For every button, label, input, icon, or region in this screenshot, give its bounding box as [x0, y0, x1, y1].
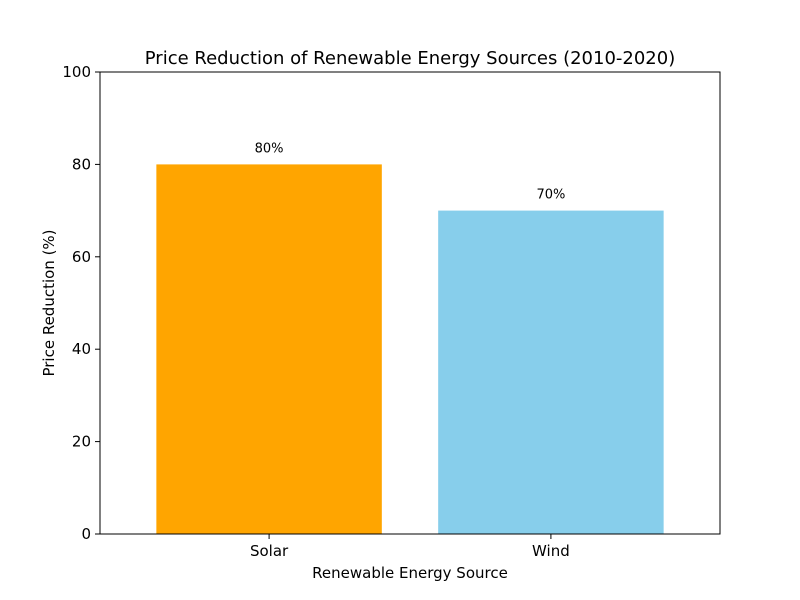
x-axis-label: Renewable Energy Source — [312, 564, 508, 582]
y-tick-label: 60 — [72, 248, 91, 266]
bar-solar — [156, 164, 382, 534]
y-axis: 0 20 40 60 80 100 — [62, 63, 100, 543]
data-label-wind: 70% — [536, 188, 565, 203]
x-axis: Solar Wind — [250, 534, 570, 560]
chart-title: Price Reduction of Renewable Energy Sour… — [145, 48, 675, 69]
y-tick-label: 20 — [72, 433, 91, 451]
bars-group — [156, 164, 664, 534]
y-tick-label: 80 — [72, 155, 91, 173]
x-tick-label-wind: Wind — [532, 542, 570, 560]
y-tick-label: 40 — [72, 340, 91, 358]
data-label-solar: 80% — [255, 141, 284, 156]
y-axis-label: Price Reduction (%) — [40, 229, 58, 376]
y-tick-label: 100 — [62, 63, 91, 81]
data-labels-group: 80% 70% — [255, 141, 566, 202]
y-tick-label: 0 — [81, 525, 91, 543]
bar-wind — [438, 210, 664, 534]
plot-frame — [99, 71, 721, 535]
x-tick-label-solar: Solar — [250, 542, 289, 560]
